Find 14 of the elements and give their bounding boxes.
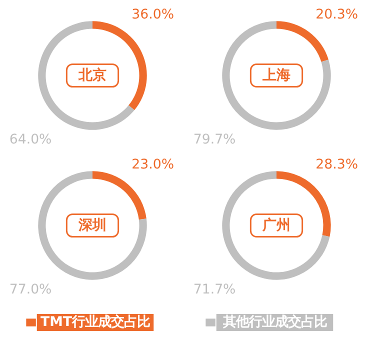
data-label: 64.0% — [9, 132, 52, 148]
text: 北京 — [78, 66, 106, 84]
data-label: 77.0% — [9, 282, 52, 298]
data-label: 23.0% — [132, 158, 174, 173]
data-label: 36.0% — [132, 8, 174, 23]
legend-label: TMT行业成交占比 — [40, 314, 150, 330]
legend-label: 其他行业成交占比 — [222, 314, 327, 330]
data-label: 71.7% — [193, 282, 236, 298]
text: 深圳 — [78, 218, 106, 234]
data-label: 28.3% — [316, 158, 358, 173]
text: 上海 — [262, 68, 290, 84]
data-label: 79.7% — [193, 132, 236, 148]
data-label: 20.3% — [316, 8, 358, 23]
text: 广州 — [262, 216, 290, 234]
